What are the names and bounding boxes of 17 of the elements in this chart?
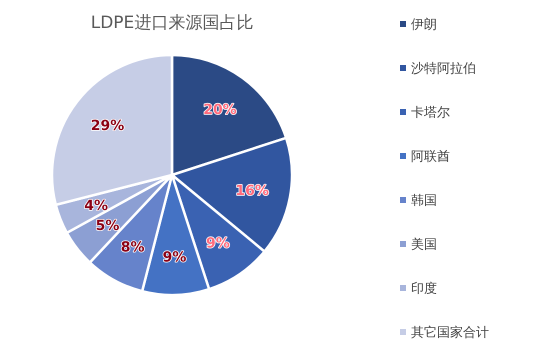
legend-label: 沙特阿拉伯 bbox=[411, 62, 476, 77]
data-label: 9% bbox=[206, 235, 230, 252]
data-label: 9% bbox=[162, 249, 186, 266]
data-label: 29% bbox=[90, 118, 124, 134]
data-label: 4% bbox=[84, 198, 108, 214]
data-label: 20% bbox=[203, 102, 237, 118]
chart-title: LDPE进口来源国占比 bbox=[90, 13, 254, 33]
legend-label: 伊朗 bbox=[411, 16, 437, 33]
legend-label: 卡塔尔 bbox=[411, 106, 450, 121]
legend-label: 印度 bbox=[411, 280, 437, 297]
legend-label: 韩国 bbox=[411, 194, 437, 209]
legend-label: 其它国家合计 bbox=[411, 324, 489, 341]
legend-label: 美国 bbox=[411, 236, 437, 253]
data-label: 8% bbox=[120, 239, 145, 256]
data-label: 16% bbox=[235, 183, 269, 200]
legend-label: 阿联酋 bbox=[411, 150, 450, 165]
data-label: 5% bbox=[96, 218, 120, 234]
